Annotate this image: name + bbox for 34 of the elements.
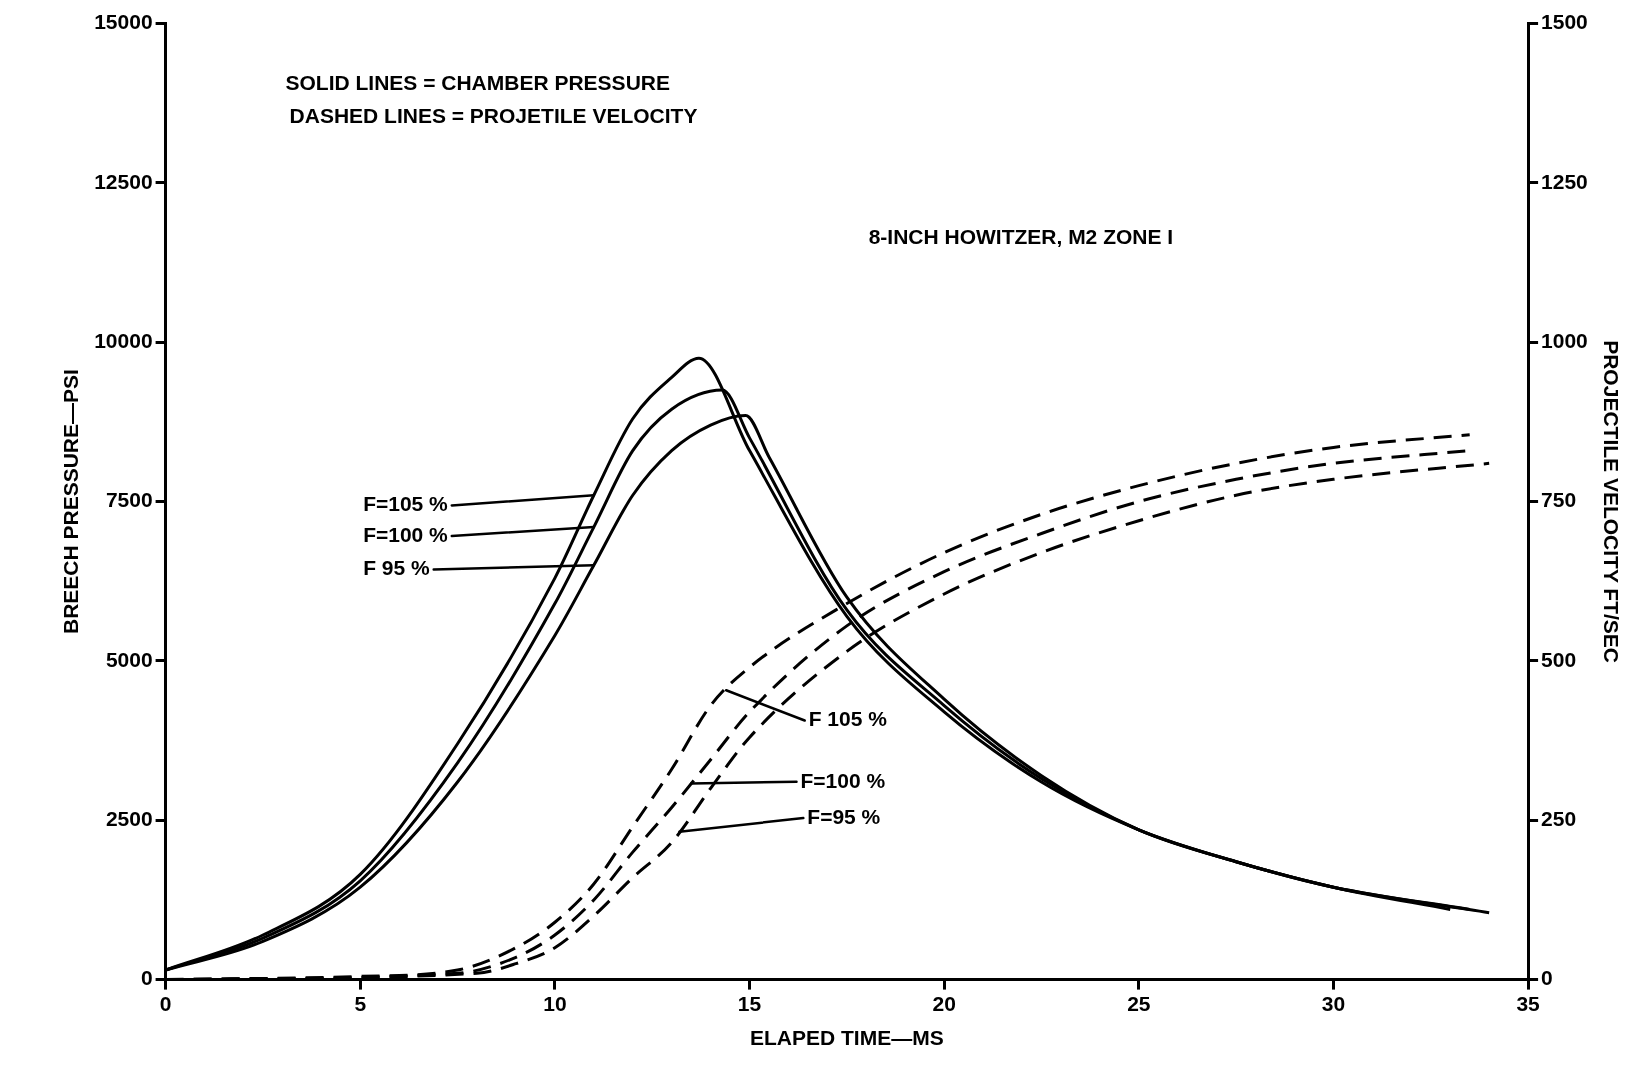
- y-tick-label: 10000: [94, 329, 153, 353]
- y-tick-label: 15000: [94, 10, 153, 34]
- y-tick-label: 5000: [105, 647, 153, 671]
- y2-tick-label: 0: [1541, 966, 1553, 990]
- y-axis-title: BREECH PRESSURE—PSI: [59, 369, 83, 635]
- y2-tick-label: 1000: [1541, 329, 1588, 353]
- x-axis-title: ELAPED TIME—MS: [750, 1026, 944, 1050]
- x-tick-label: 30: [1321, 992, 1346, 1015]
- annotation: F=100 %: [363, 522, 449, 546]
- x-tick-label: 15: [737, 992, 762, 1015]
- x-tick-label: 35: [1516, 992, 1541, 1015]
- y2-tick-label: 250: [1541, 807, 1577, 831]
- annotation: F 105 %: [808, 707, 888, 731]
- y2-axis-title: PROJECTILE VELOCITY FT/SEC: [1599, 340, 1623, 664]
- y-tick-label: 12500: [94, 169, 153, 193]
- annotation: SOLID LINES = CHAMBER PRESSURE: [285, 70, 670, 94]
- annotation: F=100 %: [800, 768, 886, 792]
- x-tick-label: 25: [1127, 992, 1151, 1015]
- y2-tick-label: 750: [1541, 488, 1577, 512]
- y-tick-label: 0: [140, 966, 153, 990]
- x-tick-label: 10: [543, 992, 567, 1015]
- y-tick-label: 7500: [105, 488, 153, 512]
- annotation: 8-INCH HOWITZER, M2 ZONE I: [868, 224, 1174, 248]
- x-tick-label: 0: [159, 992, 172, 1015]
- annotation: F=105 %: [363, 492, 449, 516]
- x-tick-label: 5: [354, 992, 367, 1015]
- x-tick-label: 20: [932, 992, 956, 1015]
- annotation: F=95 %: [807, 804, 881, 828]
- y2-tick-label: 1250: [1541, 169, 1588, 193]
- y-tick-label: 2500: [105, 807, 153, 831]
- y2-tick-label: 500: [1541, 647, 1577, 671]
- annotation: DASHED LINES = PROJETILE VELOCITY: [289, 104, 698, 128]
- annotation: F 95 %: [363, 556, 431, 580]
- y2-tick-label: 1500: [1541, 10, 1588, 34]
